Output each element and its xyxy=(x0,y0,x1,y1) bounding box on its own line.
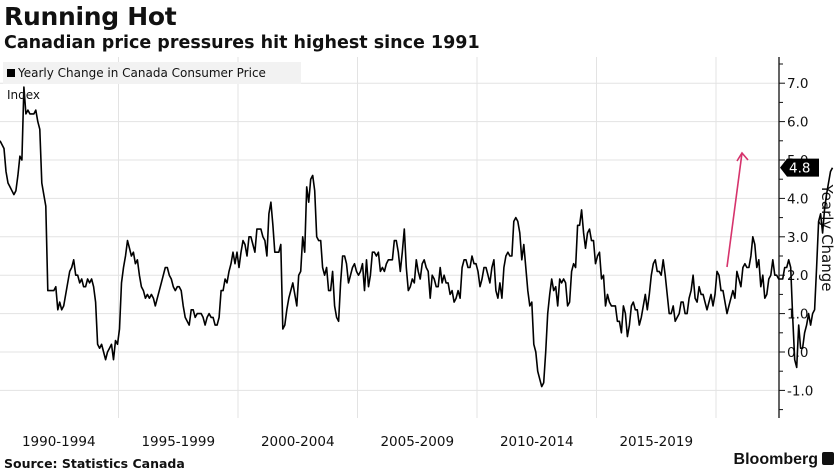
brand-logo: Bloomberg xyxy=(734,451,834,469)
last-value-tag xyxy=(780,158,819,177)
x-tick-label: 2010-2014 xyxy=(500,434,574,450)
legend-label: Yearly Change in Canada Consumer Price I… xyxy=(7,66,266,102)
annotation-layer xyxy=(726,151,749,268)
legend-swatch-icon xyxy=(7,69,15,77)
chart-subtitle: Canadian price pressures hit highest sin… xyxy=(4,33,480,53)
brand-name: Bloomberg xyxy=(733,451,818,468)
y-tick-label: 1.0 xyxy=(787,307,808,323)
x-tick-label: 2000-2004 xyxy=(261,434,335,450)
last-value-label: 4.8 xyxy=(789,161,810,177)
y-tick-label: 3.0 xyxy=(787,230,808,246)
chart-title: Running Hot xyxy=(4,2,177,31)
legend: Yearly Change in Canada Consumer Price I… xyxy=(3,62,301,102)
x-tick-label: 2005-2009 xyxy=(380,434,454,450)
arrow-shaft xyxy=(726,152,743,268)
arrow-head-icon xyxy=(736,151,749,162)
x-tick-label: 2015-2019 xyxy=(619,434,693,450)
x-axis-labels: 1990-1994 1995-1999 2000-2004 2005-2009 2010… xyxy=(22,434,693,450)
y-axis-title: Yearly Change xyxy=(818,184,836,292)
bloomberg-icon xyxy=(822,452,834,465)
source-note: Source: Statistics Canada xyxy=(4,456,185,471)
x-tick-label: 1995-1999 xyxy=(141,434,215,450)
y-tick-label: 4.0 xyxy=(787,191,808,207)
x-tick-label: 1990-1994 xyxy=(22,434,96,450)
y-tick-label: -1.0 xyxy=(787,383,813,399)
series-layer: 4.8 xyxy=(0,86,834,388)
y-tick-label: 6.0 xyxy=(787,115,808,131)
series-line-cpi xyxy=(0,86,834,388)
gridlines xyxy=(0,57,779,418)
y-tick-label: 2.0 xyxy=(787,268,808,284)
y-tick-label: 7.0 xyxy=(787,76,808,92)
